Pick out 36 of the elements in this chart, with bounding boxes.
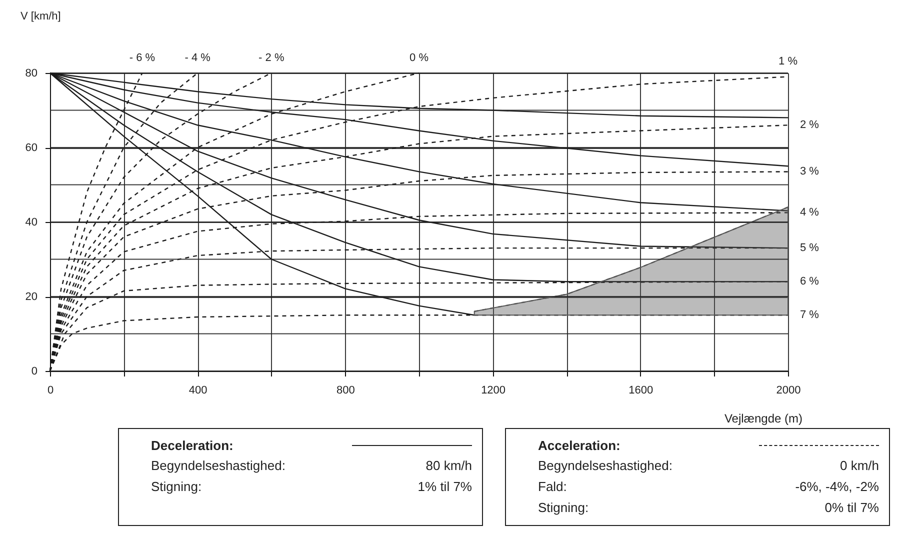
x-tick-label: 400 <box>188 384 208 396</box>
series-label: 2 % <box>800 119 820 132</box>
text: Stigning: <box>151 479 202 494</box>
text: Deceleration: <box>151 438 234 452</box>
series-label: 1 % <box>778 56 798 68</box>
y-tick-label: 40 <box>25 216 38 228</box>
text: Begyndelseshastighed: <box>538 458 672 473</box>
text: Stigning: <box>538 500 589 515</box>
x-tick-label: 0 <box>47 384 54 396</box>
series-label: 4 % <box>800 206 820 219</box>
text: 80 km/h <box>426 458 472 473</box>
y-tick-label: 80 <box>25 68 38 80</box>
text: -6%, -4%, -2% <box>795 479 879 494</box>
series-label: 5 % <box>800 242 820 254</box>
y-tick-label: 0 <box>31 366 38 378</box>
series-label: 3 % <box>800 166 820 178</box>
text: Acceleration: <box>538 438 620 452</box>
x-tick-label: 1200 <box>481 384 506 396</box>
text: Begyndelseshastighed: <box>151 458 286 473</box>
x-tick-label: 800 <box>336 384 355 396</box>
series-label: 7 % <box>800 309 820 322</box>
text: 1% til 7% <box>418 479 472 494</box>
text: 0 km/h <box>840 458 879 473</box>
series-label: - 2 % <box>258 52 284 64</box>
y-axis-title: V [km/h] <box>20 10 61 22</box>
series-label: - 4 % <box>184 52 211 64</box>
y-tick-label: 60 <box>25 142 38 154</box>
series-label: 0 % <box>410 52 429 64</box>
y-tick-label: 20 <box>25 291 38 303</box>
x-tick-label: 2000 <box>776 384 801 396</box>
x-axis-title: Vejlængde (m) <box>724 412 802 426</box>
text: 0% til 7% <box>824 500 879 515</box>
text: Fald: <box>538 479 567 494</box>
x-tick-label: 1600 <box>628 384 654 396</box>
series-label: - 6 % <box>129 52 156 64</box>
series-label: 6 % <box>800 276 820 288</box>
